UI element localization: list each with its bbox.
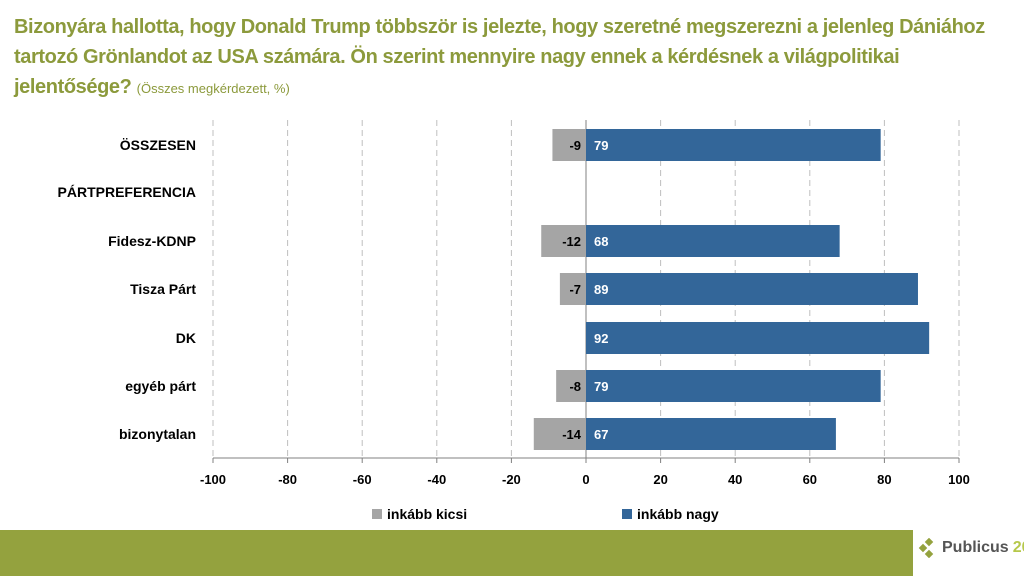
category-label: PÁRTPREFERENCIA — [58, 184, 196, 200]
bar — [541, 225, 586, 257]
x-tick-label: -60 — [353, 472, 372, 487]
x-tick-label: -40 — [427, 472, 446, 487]
footer-bar — [0, 530, 913, 576]
data-label: 67 — [594, 427, 608, 442]
data-label: -8 — [569, 379, 581, 394]
data-label: 92 — [594, 331, 608, 346]
x-tick-label: 80 — [877, 472, 891, 487]
logo-text: Publicus — [942, 539, 1009, 556]
data-label: -12 — [562, 234, 581, 249]
chart: -100 -80 -60 -40 -20 0 20 40 60 80 100 ÖSSZESEN -9 79… — [58, 120, 970, 522]
category-label: ÖSSZESEN — [120, 137, 196, 153]
x-tick-label: 0 — [582, 472, 589, 487]
x-tick-label: -80 — [278, 472, 297, 487]
data-label: 68 — [594, 234, 608, 249]
data-label: 79 — [594, 138, 608, 153]
logo-diamonds-icon — [918, 538, 934, 558]
category-label: DK — [176, 330, 196, 346]
category-label: bizonytalan — [119, 426, 196, 442]
x-tick-label: -20 — [502, 472, 521, 487]
bar — [533, 418, 586, 450]
bar — [586, 322, 930, 354]
data-label: -14 — [562, 427, 582, 442]
x-tick-label: 40 — [728, 472, 742, 487]
category-label: Fidesz-KDNP — [108, 233, 196, 249]
x-tick-label: 60 — [803, 472, 817, 487]
bar — [586, 370, 881, 402]
bar — [586, 129, 881, 161]
data-label: 79 — [594, 379, 608, 394]
logo-number: 20 — [1012, 539, 1024, 556]
category-label: Tisza Párt — [130, 281, 196, 297]
legend-swatch — [622, 509, 632, 519]
bar — [586, 418, 836, 450]
bar — [556, 370, 586, 402]
title-note: (Összes megkérdezett, %) — [136, 81, 290, 96]
legend-swatch — [372, 509, 382, 519]
x-tick-label: 100 — [948, 472, 970, 487]
data-label: 89 — [594, 282, 608, 297]
chart-title: Bizonyára hallotta, hogy Donald Trump tö… — [14, 12, 1014, 104]
legend-label: inkább nagy — [637, 506, 719, 522]
category-label: egyéb párt — [125, 378, 196, 394]
bar — [586, 273, 918, 305]
bar — [559, 273, 586, 305]
x-tick-label: 20 — [653, 472, 667, 487]
publicus-logo: Publicus20 — [918, 538, 1024, 558]
x-tick-label: -100 — [200, 472, 226, 487]
bar — [586, 225, 840, 257]
legend-label: inkább kicsi — [387, 506, 467, 522]
data-label: -7 — [569, 282, 581, 297]
data-label: -9 — [569, 138, 581, 153]
title-main: Bizonyára hallotta, hogy Donald Trump tö… — [14, 16, 985, 98]
bar — [552, 129, 586, 161]
